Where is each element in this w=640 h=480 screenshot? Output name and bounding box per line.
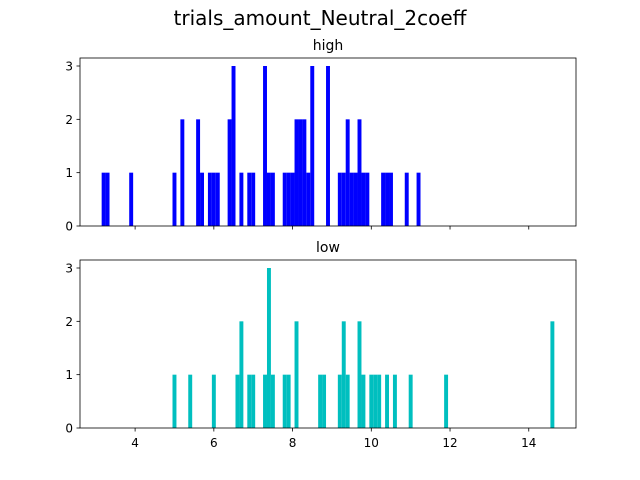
histogram-bar	[404, 172, 409, 226]
histogram-bar	[322, 374, 327, 428]
histogram-bar	[231, 66, 236, 226]
x-tick-label: 10	[364, 436, 379, 450]
histogram-bar	[105, 172, 110, 226]
figure-title: trials_amount_Neutral_2coeff	[173, 6, 467, 30]
histogram-bar	[302, 119, 307, 226]
x-tick-label: 6	[210, 436, 218, 450]
histogram-bar	[270, 374, 275, 428]
histogram-bar	[266, 268, 271, 428]
histogram-bar	[353, 172, 358, 226]
panel-title: high	[313, 38, 344, 54]
histogram-bar	[282, 374, 287, 428]
histogram-bar	[294, 119, 299, 226]
histogram-bar	[286, 374, 291, 428]
histogram-bar	[408, 374, 413, 428]
histogram-bar	[389, 172, 393, 226]
histogram-bar	[341, 321, 346, 428]
histogram-bar	[345, 119, 350, 226]
histogram-bar	[172, 172, 177, 226]
y-tick-label: 3	[65, 262, 73, 276]
histogram-bar	[266, 172, 271, 226]
histogram-bar	[310, 66, 315, 226]
histogram-bar	[188, 374, 193, 428]
histogram-bar	[349, 172, 354, 226]
histogram-bar	[385, 374, 390, 428]
histogram-bar	[357, 321, 362, 428]
x-tick-label: 14	[521, 436, 536, 450]
histogram-bar	[101, 172, 106, 226]
y-tick-label: 0	[65, 220, 73, 234]
histogram-bar	[326, 66, 330, 226]
histogram-bar	[306, 172, 311, 226]
x-tick-label: 8	[289, 436, 297, 450]
histogram-bar	[298, 119, 303, 226]
histogram-bar	[282, 172, 287, 226]
histogram-bar	[286, 172, 291, 226]
panel-title: low	[316, 240, 340, 256]
histogram-bar	[270, 172, 275, 226]
histogram-bar	[337, 374, 342, 428]
histogram-bar	[211, 374, 216, 428]
histogram-bar	[200, 172, 204, 226]
y-tick-label: 2	[65, 113, 73, 127]
histogram-bar	[377, 374, 382, 428]
histogram-bar	[416, 172, 421, 226]
histogram-panel-high: high 0 1 2 3	[65, 38, 577, 234]
histogram-bar	[239, 172, 244, 226]
histogram-bar	[357, 119, 362, 226]
histogram-bar	[365, 172, 370, 226]
histogram-bar	[263, 66, 267, 226]
histogram-bar	[180, 119, 185, 226]
histogram-bar	[361, 172, 366, 226]
x-tick-label: 4	[131, 436, 139, 450]
histogram-bar	[369, 374, 374, 428]
histogram-bar	[239, 321, 244, 428]
y-tick-label: 3	[65, 60, 73, 74]
histogram-bar	[444, 374, 449, 428]
y-tick-label: 1	[65, 166, 73, 180]
histogram-bar	[373, 374, 378, 428]
y-tick-label: 0	[65, 422, 73, 436]
histogram-bar	[247, 172, 252, 226]
y-tick-label: 2	[65, 315, 73, 329]
histogram-bar	[207, 172, 212, 226]
histogram-bar	[129, 172, 134, 226]
histogram-bar	[247, 374, 252, 428]
histogram-bar	[251, 374, 256, 428]
histogram-bar	[251, 172, 256, 226]
x-tick-label: 12	[442, 436, 457, 450]
histogram-bar	[381, 172, 386, 226]
histogram-bar	[361, 374, 366, 428]
histogram-bar	[263, 374, 267, 428]
histogram-bar	[196, 119, 201, 226]
histogram-bar	[550, 321, 555, 428]
histogram-bar	[215, 172, 220, 226]
y-tick-label: 1	[65, 368, 73, 382]
histogram-bar	[318, 374, 323, 428]
histogram-bar	[290, 172, 295, 226]
histogram-bar	[392, 374, 397, 428]
axes-frame	[79, 57, 577, 227]
histogram-bar	[294, 321, 299, 428]
histogram-bar	[211, 172, 216, 226]
histogram-bar	[345, 374, 350, 428]
histogram-bar	[172, 374, 177, 428]
histogram-bar	[235, 374, 240, 428]
histogram-bar	[227, 119, 232, 226]
histogram-bar	[337, 172, 342, 226]
axes-frame	[79, 259, 577, 429]
histogram-bar	[341, 172, 346, 226]
histogram-bar	[385, 172, 390, 226]
